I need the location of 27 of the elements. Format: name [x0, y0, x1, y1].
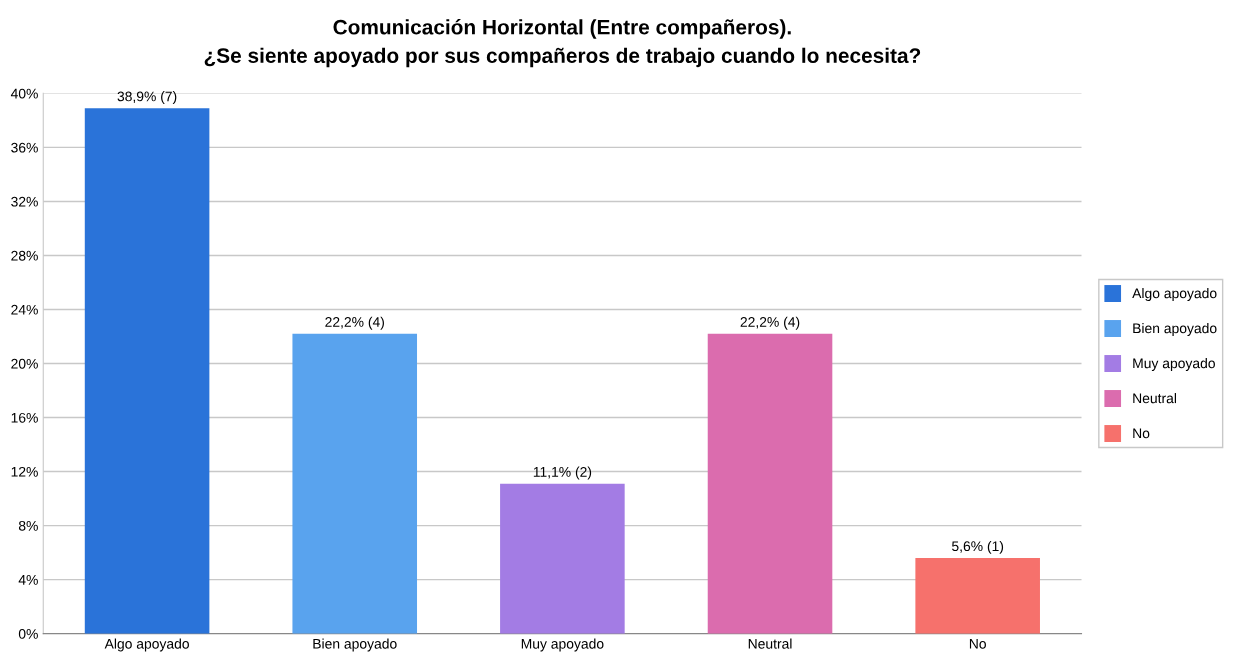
y-tick-label: 12% [11, 466, 38, 477]
y-tick-label: 16% [11, 412, 38, 423]
data-label: 22,2% (4) [740, 316, 800, 330]
y-tick-label: 8% [18, 520, 38, 531]
y-tick-label: 0% [18, 628, 38, 639]
y-tick-label: 32% [11, 196, 38, 207]
legend-label: Bien apoyado [1133, 323, 1217, 336]
y-tick-label: 4% [18, 575, 38, 585]
x-tick-label: No [969, 639, 986, 649]
data-label: 38,9% (7) [117, 91, 177, 105]
y-tick-label: 24% [11, 304, 38, 315]
y-tick-label: 20% [11, 358, 38, 369]
chart-title: Comunicación Horizontal (Entre compañeros). ¿Se siente apoyado por sus compañeros de trabajo cuando lo necesita? [204, 19, 921, 68]
y-tick-label: 36% [11, 142, 38, 153]
x-tick-label: Neutral [748, 638, 792, 649]
x-tick-label: Bien apoyado [313, 638, 397, 652]
x-tick-label: Muy apoyado [521, 638, 604, 652]
data-label: 22,2% (4) [325, 316, 384, 330]
y-tick-label: 40% [10, 88, 38, 99]
y-tick-label: 28% [11, 250, 38, 261]
legend-label: Muy apoyado [1133, 358, 1215, 371]
x-tick-label: Algo apoyado [104, 638, 189, 652]
data-label: 5,6% (1) [951, 540, 1004, 554]
legend-label: Neutral [1133, 393, 1176, 404]
data-label: 11,1% (2) [533, 466, 592, 480]
legend-label: No [1133, 428, 1150, 439]
legend-label: Algo apoyado [1132, 288, 1217, 301]
